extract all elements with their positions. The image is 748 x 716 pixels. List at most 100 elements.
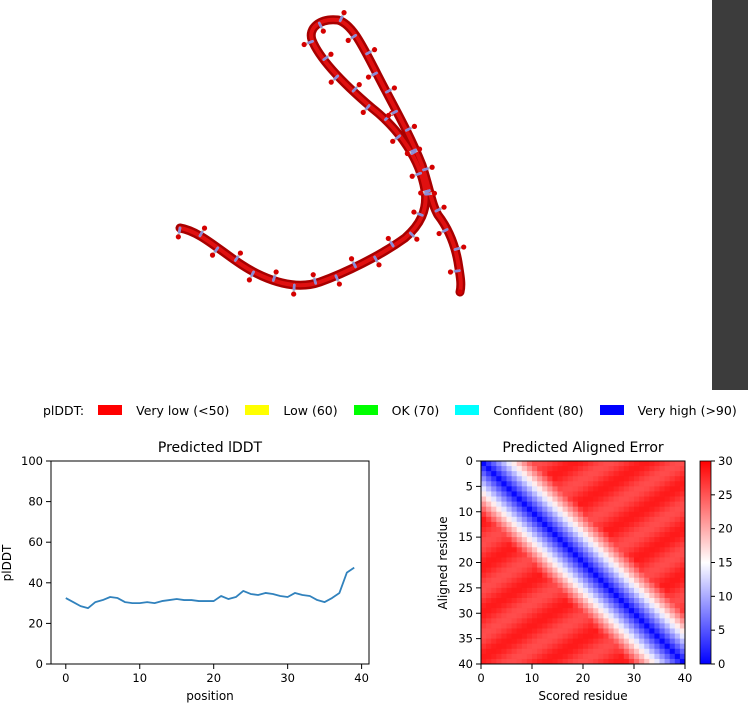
heatmap-cell	[614, 512, 620, 517]
heatmap-cell	[563, 563, 569, 568]
heatmap-cell	[537, 502, 543, 507]
heatmap-cell	[517, 481, 523, 486]
heatmap-cell	[654, 603, 660, 608]
heatmap-cell	[537, 593, 543, 598]
heatmap-cell	[563, 471, 569, 476]
heatmap-cell	[547, 634, 553, 639]
heatmap-cell	[670, 608, 676, 613]
heatmap-cell	[634, 476, 640, 481]
heatmap-cell	[481, 502, 487, 507]
viewer-scrollbar[interactable]	[712, 0, 748, 390]
heatmap-cell	[517, 634, 523, 639]
heatmap-cell	[634, 603, 640, 608]
heatmap-cell	[578, 481, 584, 486]
heatmap-cell	[598, 654, 604, 659]
heatmap-cell	[654, 588, 660, 593]
heatmap-cell	[609, 542, 615, 547]
heatmap-cell	[558, 649, 564, 654]
heatmap-cell	[578, 603, 584, 608]
heatmap-cell	[563, 583, 569, 588]
heatmap-cell	[568, 532, 574, 537]
heatmap-cell	[547, 654, 553, 659]
heatmap-cell	[481, 517, 487, 522]
heatmap-cell	[547, 497, 553, 502]
heatmap-cell	[507, 583, 513, 588]
heatmap-cell	[614, 517, 620, 522]
heatmap-cell	[558, 552, 564, 557]
heatmap-cell	[558, 486, 564, 491]
heatmap-cell	[670, 476, 676, 481]
heatmap-cell	[670, 593, 676, 598]
heatmap-cell	[573, 654, 579, 659]
oxygen-atom	[386, 113, 391, 118]
heatmap-cell	[537, 527, 543, 532]
heatmap-cell	[527, 623, 533, 628]
heatmap-cell	[558, 471, 564, 476]
heatmap-cell	[634, 593, 640, 598]
heatmap-cell	[629, 578, 635, 583]
oxygen-atom	[337, 281, 342, 286]
nitrogen-stick	[455, 248, 459, 249]
heatmap-cell	[644, 583, 650, 588]
heatmap-cell	[501, 583, 507, 588]
heatmap-cell	[563, 628, 569, 633]
heatmap-cell	[496, 552, 502, 557]
heatmap-cell	[624, 466, 630, 471]
structure-viewer[interactable]	[0, 0, 712, 390]
heatmap-cell	[619, 542, 625, 547]
heatmap-cell	[593, 512, 599, 517]
heatmap-cell	[588, 476, 594, 481]
oxygen-atom	[461, 244, 466, 249]
heatmap-cell	[532, 654, 538, 659]
heatmap-cell	[614, 532, 620, 537]
heatmap-cell	[481, 507, 487, 512]
colorbar-tick-label: 0	[718, 657, 725, 671]
heatmap-cell	[644, 654, 650, 659]
heatmap-cell	[675, 542, 681, 547]
heatmap-cell	[660, 639, 666, 644]
heatmap-cell	[501, 532, 507, 537]
heatmap-cell	[496, 517, 502, 522]
heatmap-cell	[501, 568, 507, 573]
heatmap-cell	[609, 481, 615, 486]
heatmap-cell	[501, 497, 507, 502]
heatmap-cell	[654, 593, 660, 598]
heatmap-cell	[598, 634, 604, 639]
heatmap-cell	[634, 461, 640, 466]
heatmap-cell	[644, 613, 650, 618]
heatmap-cell	[563, 522, 569, 527]
heatmap-cell	[558, 654, 564, 659]
heatmap-cell	[552, 639, 558, 644]
nitrogen-stick	[319, 23, 321, 27]
heatmap-cell	[588, 588, 594, 593]
heatmap-cell	[568, 476, 574, 481]
heatmap-cell	[588, 502, 594, 507]
heatmap-cell	[639, 491, 645, 496]
heatmap-cell	[660, 568, 666, 573]
heatmap-cell	[542, 634, 548, 639]
heatmap-cell	[660, 654, 666, 659]
heatmap-cell	[532, 634, 538, 639]
heatmap-cell	[675, 568, 681, 573]
heatmap-cell	[491, 639, 497, 644]
heatmap-cell	[588, 649, 594, 654]
heatmap-cell	[583, 644, 589, 649]
heatmap-cell	[547, 593, 553, 598]
heatmap-cell	[491, 568, 497, 573]
heatmap-cell	[649, 573, 655, 578]
heatmap-cell	[552, 608, 558, 613]
heatmap-cell	[501, 471, 507, 476]
heatmap-cell	[609, 527, 615, 532]
heatmap-cell	[491, 537, 497, 542]
heatmap-cell	[644, 476, 650, 481]
heatmap-cell	[573, 588, 579, 593]
nitrogen-stick	[375, 257, 377, 260]
heatmap-cell	[583, 654, 589, 659]
heatmap-cell	[486, 588, 492, 593]
heatmap-cell	[629, 542, 635, 547]
heatmap-cell	[639, 557, 645, 562]
heatmap-cell	[558, 466, 564, 471]
heatmap-cell	[563, 486, 569, 491]
heatmap-cell	[583, 471, 589, 476]
heatmap-cell	[578, 491, 584, 496]
